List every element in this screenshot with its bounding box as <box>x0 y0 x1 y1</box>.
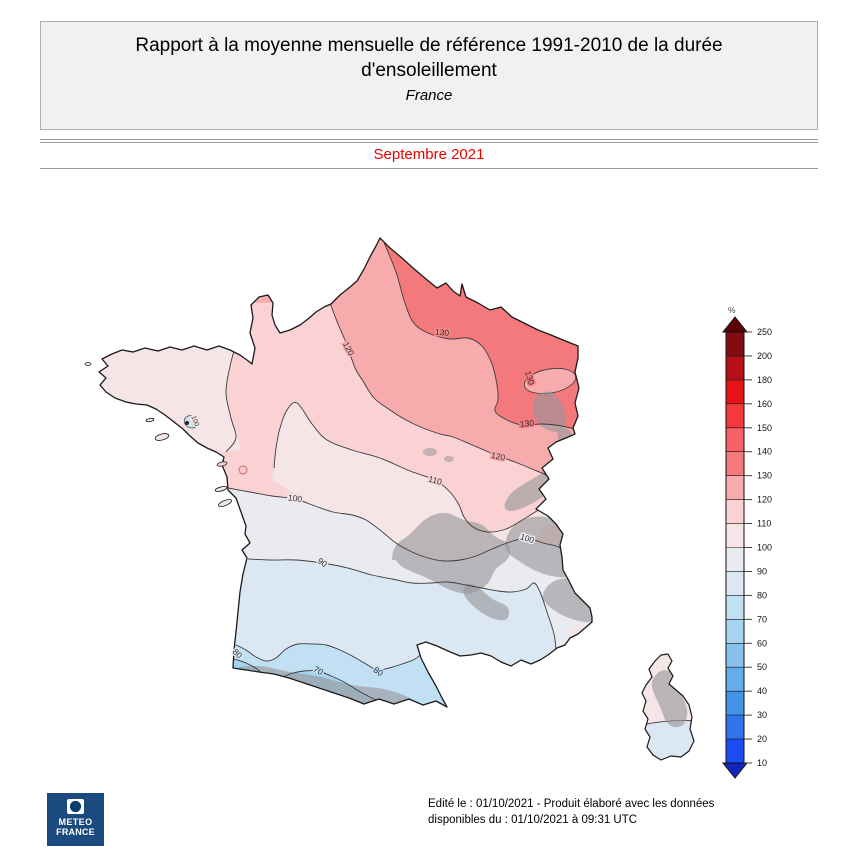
legend-tick-label: 20 <box>757 734 767 744</box>
legend-tick-label: 60 <box>757 638 767 648</box>
band-fill-100-110-brittany <box>99 324 241 461</box>
contour-line-80 <box>235 643 429 671</box>
legend-band <box>726 355 744 380</box>
legend-band <box>726 523 744 548</box>
legend-tick-label: 90 <box>757 566 767 576</box>
legend-tick-label: 10 <box>757 758 767 768</box>
corsica-outline <box>641 653 695 761</box>
islands <box>84 362 232 507</box>
relief-morvan <box>423 448 437 456</box>
meteo-france-logo: METEO FRANCE <box>47 793 104 846</box>
contour-line-110 <box>273 402 563 533</box>
legend-band <box>726 403 744 428</box>
legend-tick-label: 80 <box>757 590 767 600</box>
legend-band <box>726 332 744 356</box>
region-subtitle: France <box>405 87 453 104</box>
legend-tick-label: 150 <box>757 423 772 433</box>
corsica-fills <box>642 654 694 760</box>
morbihan-dot <box>185 421 189 425</box>
band-fill-100-110-center <box>272 402 569 573</box>
contour-line-100 <box>227 487 563 562</box>
legend-band <box>726 667 744 692</box>
legend-band <box>726 619 744 644</box>
divider-top <box>40 139 818 140</box>
relief-alps-south <box>542 577 592 623</box>
contour-label: 130 <box>519 418 534 429</box>
legend-tick-label: 120 <box>757 495 772 505</box>
legend-tick-label: 50 <box>757 662 767 672</box>
contour-label: 120 <box>490 450 506 463</box>
contour-line-130 <box>382 239 579 431</box>
legend-band <box>726 715 744 740</box>
island <box>154 433 170 441</box>
legend-tick-label: 160 <box>757 399 772 409</box>
island <box>84 362 92 366</box>
contour-label: 100 <box>287 492 303 504</box>
legend-colorbar: % 250 200 180 160 150 140 130 120 110 100 90 80 70 60 5… <box>721 305 772 779</box>
contour-line-90 <box>247 558 557 651</box>
legend-unit-label: % <box>728 305 736 315</box>
contour-label: 130 <box>435 327 450 338</box>
edition-credit: Edité le : 01/10/2021 - Produit élaboré … <box>428 796 714 828</box>
island <box>145 417 155 423</box>
contour-line-110-brittany <box>225 332 241 453</box>
legend-band <box>726 475 744 500</box>
legend-band <box>726 427 744 452</box>
france-outline <box>98 237 593 708</box>
relief-vosges <box>533 391 566 432</box>
contour-spot-morbihan <box>183 415 199 429</box>
legend-band <box>726 547 744 572</box>
title-box: Rapport à la moyenne mensuelle de référe… <box>40 21 818 130</box>
contour-line-70 <box>233 658 377 701</box>
logo-text-france: FRANCE <box>56 827 95 837</box>
legend-band <box>726 739 744 763</box>
legend-tick-label: 30 <box>757 710 767 720</box>
legend-band <box>726 595 744 620</box>
legend-band <box>726 379 744 404</box>
legend-tick-label: 180 <box>757 375 772 385</box>
logo-text-meteo: METEO <box>58 817 93 827</box>
period-label: Septembre 2021 <box>373 146 485 163</box>
legend-tick-label: 70 <box>757 614 767 624</box>
legend-tick-label: 250 <box>757 327 772 337</box>
credit-line1: Edité le : 01/10/2021 - Produit élaboré … <box>428 798 715 810</box>
legend-tick-label: 140 <box>757 447 772 457</box>
island <box>216 461 228 467</box>
island <box>214 486 228 492</box>
legend-band <box>726 643 744 668</box>
meteo-france-logo-icon <box>67 799 84 814</box>
france-band-fills <box>99 238 592 707</box>
legend-arrow-bottom <box>721 762 749 779</box>
contour-spot-vendee <box>238 465 248 475</box>
relief-morvan-2 <box>444 456 454 462</box>
corsica-fill-south <box>642 720 694 760</box>
legend-band <box>726 499 744 524</box>
legend-band <box>726 451 744 476</box>
divider-top2 <box>40 142 818 143</box>
island <box>218 499 232 507</box>
legend-band <box>726 691 744 716</box>
credit-line2: disponibles du : 01/10/2021 à 09:31 UTC <box>428 814 638 826</box>
legend-arrow-top <box>721 316 749 333</box>
legend-band <box>726 571 744 596</box>
contour-line-120 <box>329 302 559 483</box>
legend-tick-label: 110 <box>757 519 771 529</box>
relief-cevennes <box>463 584 510 621</box>
legend-tick-label: 100 <box>757 543 772 553</box>
legend-tick-label: 130 <box>757 471 772 481</box>
legend-tick-label: 200 <box>757 351 772 361</box>
relief-massif-central <box>392 512 510 594</box>
divider-bottom <box>40 168 818 169</box>
page-title: Rapport à la moyenne mensuelle de référe… <box>135 35 723 81</box>
legend-tick-label: 40 <box>757 686 767 696</box>
relief-jura <box>504 468 562 511</box>
